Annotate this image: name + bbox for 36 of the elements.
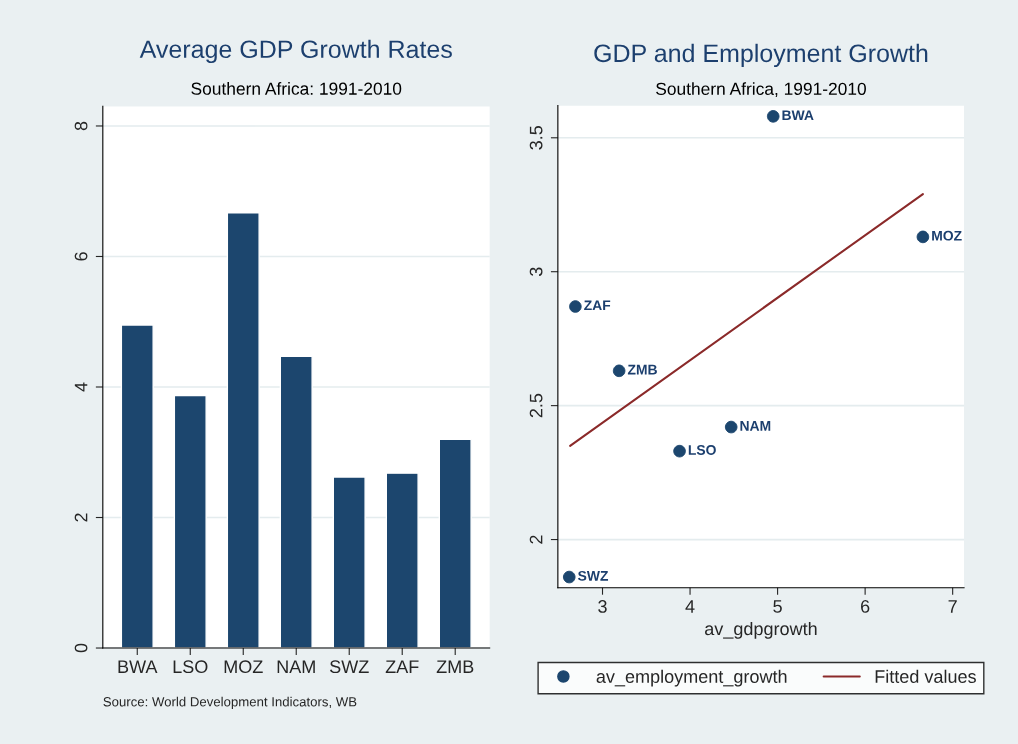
x-tick-label: 6: [861, 600, 870, 613]
x-tick-label: BWA: [118, 660, 158, 673]
annotation: LSO: [688, 445, 716, 455]
chart-subtitle: Southern Africa, 1991-2010: [656, 82, 866, 98]
y-tick-label: 2.5: [529, 393, 543, 418]
x-tick-label: 7: [948, 600, 957, 613]
x-tick-label: MOZ: [224, 660, 263, 674]
y-tick-label: 3: [529, 267, 543, 277]
annotation: BWA: [782, 110, 814, 120]
y-tick-label: 8: [74, 121, 88, 131]
annotation: SWZ: [577, 570, 609, 581]
x-axis-title: av_gdpgrowth: [705, 621, 817, 639]
x-tick-label: 5: [773, 600, 782, 613]
legend-label: av_employment_growth: [596, 669, 787, 687]
chart-title: Average GDP Growth Rates: [139, 39, 452, 64]
chart-title: GDP and Employment Growth: [594, 43, 928, 68]
y-tick-label: 2: [74, 513, 88, 522]
chart-subtitle: Southern Africa: 1991-2010: [191, 82, 402, 95]
x-tick-label: 3: [598, 600, 607, 613]
x-tick-label: ZMB: [436, 660, 474, 673]
y-tick-label: 2: [529, 535, 543, 544]
y-tick-label: 6: [74, 252, 88, 261]
source-note: Source: World Development Indicators, WB: [103, 696, 357, 710]
annotation: MOZ: [932, 230, 962, 241]
annotation: NAM: [740, 421, 771, 431]
x-tick-label: NAM: [277, 660, 315, 673]
annotation: ZAF: [584, 300, 611, 311]
legend-label: Fitted values: [875, 669, 976, 683]
y-tick-label: 3.5: [529, 125, 543, 150]
x-tick-label: SWZ: [329, 660, 369, 674]
y-tick-label: 4: [74, 382, 88, 392]
x-tick-label: 4: [685, 600, 695, 613]
annotation: ZMB: [627, 364, 657, 375]
x-tick-label: LSO: [173, 660, 208, 674]
x-tick-label: ZAF: [385, 660, 419, 673]
y-tick-label: 0: [74, 643, 88, 653]
